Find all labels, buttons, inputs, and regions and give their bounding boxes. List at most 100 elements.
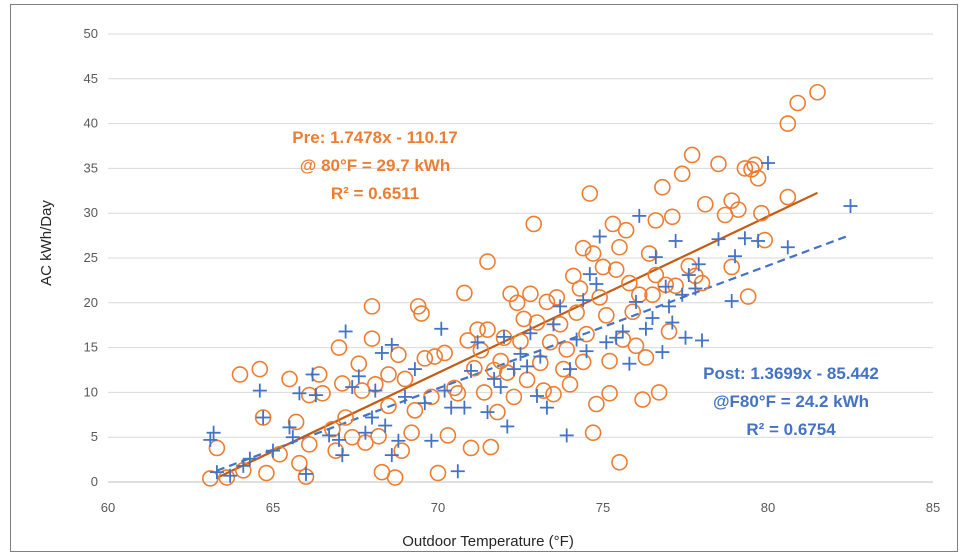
post-data-point [417,396,432,411]
pre-data-point [498,364,516,381]
x-tick-label: 60 [101,500,115,515]
pre-data-point [522,285,539,303]
post-data-point [299,466,313,481]
post-data-point [450,464,465,479]
post-data-point [665,315,680,330]
y-tick-label: 40 [84,116,98,131]
pre-data-point [568,304,585,321]
pre-data-point [208,439,226,457]
post-data-point [615,324,630,339]
post-data-point [500,419,515,434]
pre-data-point [409,298,427,315]
post-data-point [384,448,399,463]
post-data-point [533,349,548,364]
post-data-point [523,326,538,341]
pre-data-point [538,293,556,311]
pre-data-point [779,188,797,206]
pre-data-point [581,185,599,202]
post-data-point [384,337,399,352]
pre-data-point [254,409,272,426]
pre-data-point [749,169,767,187]
post-data-point [378,418,393,433]
pre-data-point [333,375,351,392]
y-tick-label: 15 [84,340,98,355]
pre-data-point [647,212,665,229]
pre-data-point [650,384,668,401]
post-data-point [374,345,389,360]
gridlines [108,33,933,483]
x-tick-label: 80 [761,500,775,515]
post-data-point [285,430,300,445]
post-data-point [662,299,676,314]
pre-data-point [789,94,807,112]
pre-data-point [512,333,529,350]
pre-data-point [337,409,354,426]
post-data-point [592,229,607,244]
post-data-point [638,321,653,336]
pre-data-point [561,376,579,393]
pre-data-point [564,267,582,285]
post-data-point [424,433,439,448]
pre-data-point [779,115,797,132]
pre-data-point [574,353,592,371]
pre-data-point [330,339,348,356]
pre-data-point [251,360,269,378]
pre-data-point [508,294,526,312]
pre-data-point [403,424,420,442]
pre-data-point [683,146,701,164]
pre-data-point [545,385,562,403]
y-tick-label: 30 [84,205,98,220]
y-tick-label: 5 [91,429,98,444]
post-trendline [216,233,851,472]
post-data-point [345,380,360,395]
post-data-point [292,386,307,401]
pre-data-point [479,321,496,338]
pre-data-point [696,195,714,213]
pre-data-point [475,384,493,401]
pre-data-point [380,397,397,415]
pre-data-point [218,469,236,486]
pre-data-point [541,333,559,351]
post-data-point [252,383,267,398]
pre-data-point [809,83,826,101]
pre-data-point [456,284,473,302]
x-tick-label: 85 [926,500,940,515]
post-data-point [351,369,366,384]
pre-data-point [584,245,602,262]
pre-data-point [370,428,387,445]
post-data-point [513,346,528,361]
post-data-point [546,317,561,332]
post-data-point [365,410,379,425]
post-data-point [780,240,795,255]
post-data-point [843,199,858,214]
y-tick-label: 0 [91,474,98,489]
post-data-point [493,380,508,395]
pre-data-point [459,332,477,349]
pre-data-point [525,215,543,233]
post-data-point [761,156,775,171]
pre-data-point [601,384,618,402]
pre-data-point [479,253,496,270]
post-data-point [470,335,485,350]
pre-data-point [558,341,576,358]
post-equation-label: Post: 1.3699x - 85.442 [703,364,879,383]
post-data-point [497,329,511,344]
post-data-point [338,324,353,339]
post-data-point [576,293,591,308]
post-data-point [622,356,637,371]
post-data-point [553,299,568,314]
post-data-point [266,443,280,458]
pre-data-point [393,442,411,459]
pre-data-point [604,215,622,233]
pre-data-point [258,464,275,482]
post-annotation: Post: 1.3699x - 85.442 @F80°F = 24.2 kWh… [703,364,879,439]
y-tick-label: 20 [84,295,98,310]
post-data-point [688,281,703,296]
post-data-point [368,383,383,398]
pre-annotation: Pre: 1.7478x - 110.17 @ 80°F = 29.7 kWh … [292,128,457,203]
pre-data-point [548,289,566,306]
pre-data-point [673,165,691,183]
post-data-point [407,362,422,377]
post-data-point [242,451,257,466]
x-axis-title: Outdoor Temperature (°F) [402,533,574,550]
